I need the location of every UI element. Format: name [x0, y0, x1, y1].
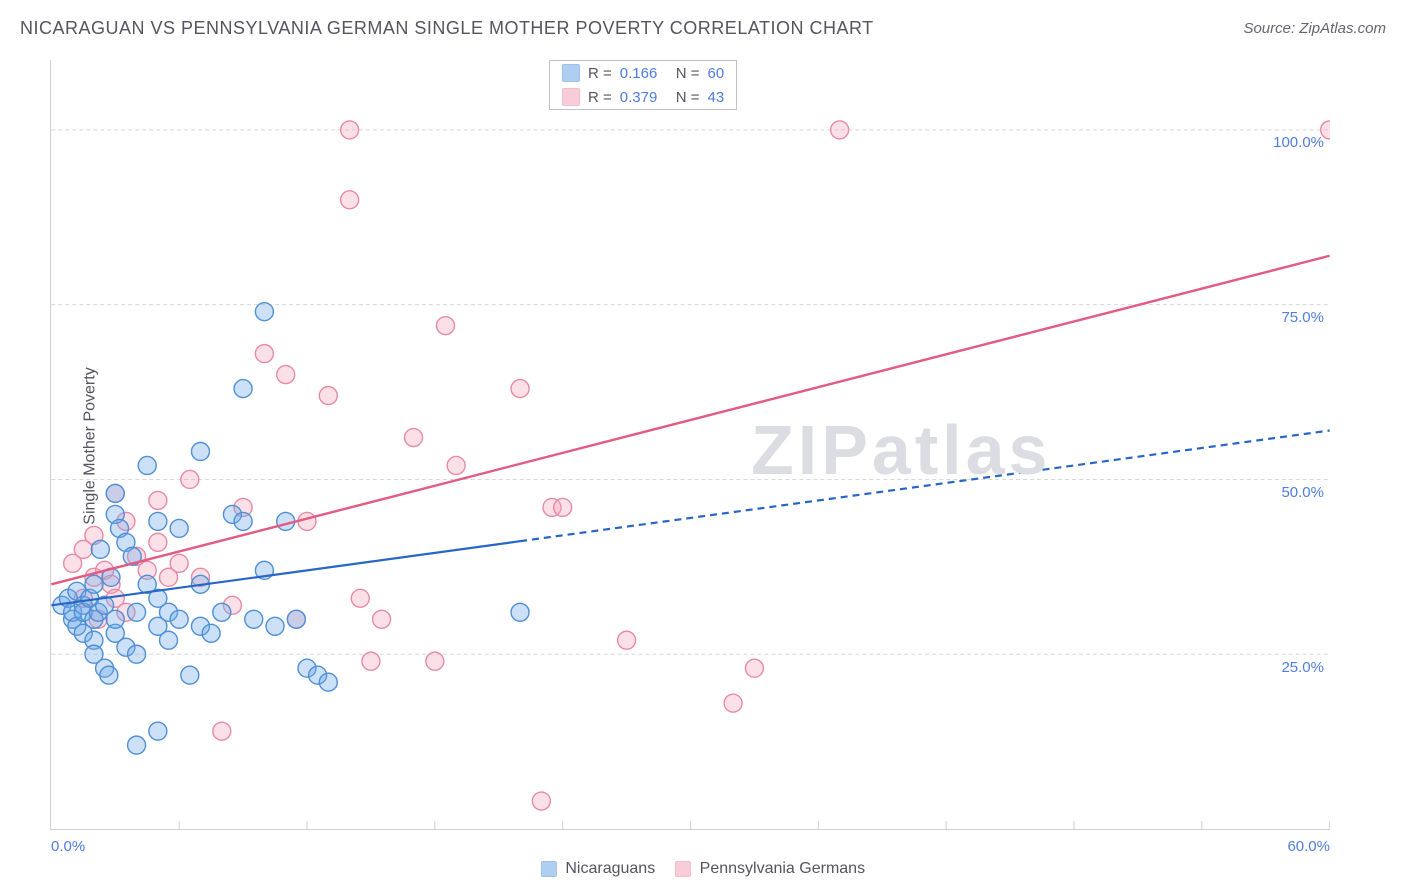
legend-swatch — [562, 88, 580, 106]
chart-title: NICARAGUAN VS PENNSYLVANIA GERMAN SINGLE… — [20, 18, 874, 39]
y-tick-label: 100.0% — [1273, 134, 1324, 151]
chart-frame: ZIPatlas R =0.166N =60R =0.379N =43 25.0… — [50, 60, 1330, 830]
chart-container: NICARAGUAN VS PENNSYLVANIA GERMAN SINGLE… — [0, 0, 1406, 892]
y-tick-label: 50.0% — [1281, 484, 1324, 501]
x-tick-label: 60.0% — [1287, 838, 1330, 855]
legend-r-label: R = — [588, 89, 612, 106]
legend-r-label: R = — [588, 65, 612, 82]
x-tick-label: 0.0% — [51, 838, 85, 855]
legend-r-value: 0.166 — [620, 65, 668, 82]
legend-n-label: N = — [676, 89, 700, 106]
source-label: Source: ZipAtlas.com — [1243, 20, 1386, 37]
legend-r-value: 0.379 — [620, 89, 668, 106]
series-legend-item: Nicaraguans — [541, 860, 655, 878]
y-tick-label: 75.0% — [1281, 309, 1324, 326]
series-legend-label: Pennsylvania Germans — [700, 860, 865, 877]
legend-swatch — [562, 64, 580, 82]
scatter-plot — [51, 60, 1330, 829]
legend-row: R = 0.379 N = 43 — [550, 85, 736, 109]
series-legend-label: Nicaraguans — [565, 860, 655, 877]
legend-n-value: 60 — [708, 65, 725, 82]
legend-swatch — [541, 861, 557, 877]
series-legend: Nicaraguans Pennsylvania Germans — [541, 860, 865, 878]
y-tick-label: 25.0% — [1281, 659, 1324, 676]
correlation-legend: R = 0.166 N = 60 R = 0.379 N = 43 — [549, 60, 737, 110]
legend-row: R = 0.166 N = 60 — [550, 61, 736, 85]
series-legend-item: Pennsylvania Germans — [675, 860, 865, 878]
legend-swatch — [675, 861, 691, 877]
legend-n-value: 43 — [708, 89, 725, 106]
legend-n-label: N = — [676, 65, 700, 82]
